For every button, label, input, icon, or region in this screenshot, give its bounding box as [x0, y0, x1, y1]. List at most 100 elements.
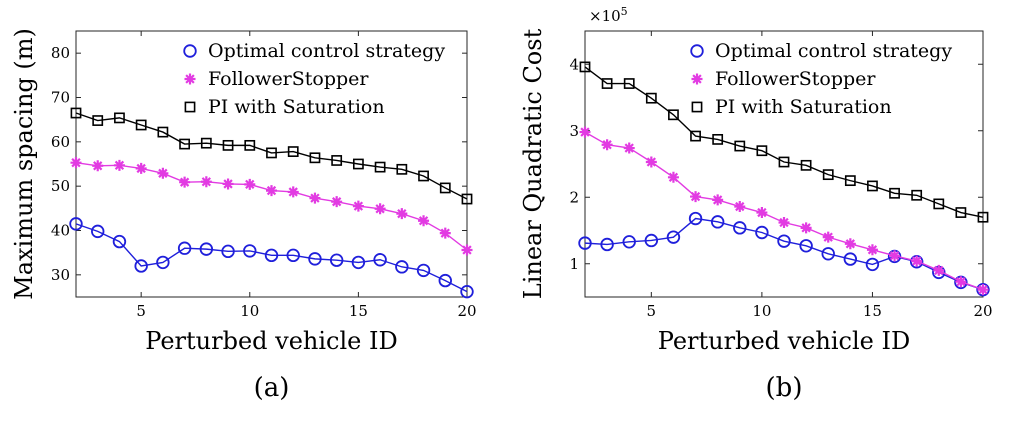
data-point [179, 138, 191, 150]
data-point [222, 139, 234, 151]
data-point [645, 156, 657, 168]
data-point [244, 178, 256, 190]
data-point [579, 61, 591, 73]
data-point [690, 130, 701, 142]
legend: Optimal control strategy FollowerStopper P… [183, 40, 445, 118]
y-tick-label: 50 [51, 177, 70, 195]
data-point [329, 253, 344, 267]
data-point [866, 244, 878, 256]
data-point [756, 207, 768, 219]
data-point [822, 169, 834, 181]
data-point [712, 194, 724, 206]
series-line [75, 112, 468, 200]
data-point [351, 255, 366, 270]
data-point [778, 217, 790, 229]
data-point [889, 187, 900, 199]
data-point [244, 139, 256, 151]
series-line [75, 223, 468, 293]
data-point [374, 161, 386, 173]
data-point [821, 247, 835, 261]
y-axis-label: Maximum spacing (m) [10, 28, 38, 300]
series-followerstopper [70, 157, 473, 256]
data-point [690, 191, 702, 203]
data-point [623, 142, 635, 154]
x-tick-label: 5 [136, 302, 146, 320]
data-point [668, 109, 679, 121]
data-point [579, 126, 591, 138]
data-point [177, 241, 192, 255]
data-point [156, 255, 170, 270]
data-point [221, 244, 235, 259]
data-point [114, 112, 125, 124]
data-point [331, 196, 343, 208]
data-point [867, 180, 878, 192]
series-followerstopper [579, 126, 989, 296]
legend-marker [690, 44, 704, 58]
data-point [287, 146, 299, 157]
data-point [309, 192, 321, 204]
data-point [976, 282, 990, 297]
y-tick-label: 4 [569, 55, 579, 73]
multiplier-base: ×10 [589, 7, 621, 25]
data-point [667, 171, 679, 183]
data-point [222, 178, 234, 190]
data-point [955, 207, 967, 218]
data-point [645, 92, 657, 104]
multiplier-exponent: 5 [621, 5, 628, 18]
data-point [266, 185, 277, 197]
data-point [396, 208, 408, 220]
data-point [578, 236, 592, 250]
data-point [352, 158, 364, 170]
legend-marker [691, 73, 703, 85]
y-axis-multiplier: ×105 [589, 5, 628, 25]
data-point [374, 203, 386, 215]
data-point [157, 167, 169, 179]
data-point [352, 200, 364, 212]
data-point [622, 235, 636, 249]
x-tick-label: 15 [863, 302, 882, 320]
data-point [439, 182, 451, 194]
y-tick-label: 3 [569, 122, 579, 140]
legend-marker [691, 101, 703, 113]
data-point [601, 139, 613, 151]
data-point [822, 231, 834, 243]
series-line [584, 217, 984, 291]
data-point [309, 152, 321, 164]
data-point [92, 115, 104, 126]
y-tick-label: 30 [51, 266, 70, 284]
data-point [755, 225, 769, 240]
data-point [800, 159, 812, 171]
data-point [418, 170, 429, 182]
data-point [135, 162, 147, 174]
y-tick-label: 80 [51, 44, 70, 62]
data-point [200, 137, 212, 149]
data-point [666, 230, 681, 244]
data-point [91, 224, 105, 239]
subfigure-caption: (a) [254, 373, 290, 403]
data-point [865, 257, 880, 272]
data-point [113, 159, 125, 171]
data-point [112, 234, 127, 249]
y-axis-label: Linear Quadratic Cost [519, 28, 547, 299]
series-optimal-control-strategy [69, 217, 474, 299]
data-point [438, 273, 452, 288]
series-line [75, 161, 468, 251]
data-point [623, 78, 635, 89]
data-point [777, 234, 791, 248]
data-point [601, 78, 613, 89]
data-point [977, 211, 989, 223]
x-tick-label: 20 [457, 302, 476, 320]
data-point [199, 242, 214, 256]
data-point [243, 244, 257, 258]
data-point [418, 215, 430, 227]
data-point [778, 156, 790, 168]
data-point [712, 133, 724, 145]
data-point [439, 227, 451, 239]
x-axis-label: Perturbed vehicle ID [145, 327, 397, 355]
data-point [600, 237, 614, 252]
data-point [710, 215, 725, 229]
data-point [461, 193, 473, 205]
data-point [286, 248, 300, 263]
data-point [461, 244, 473, 256]
